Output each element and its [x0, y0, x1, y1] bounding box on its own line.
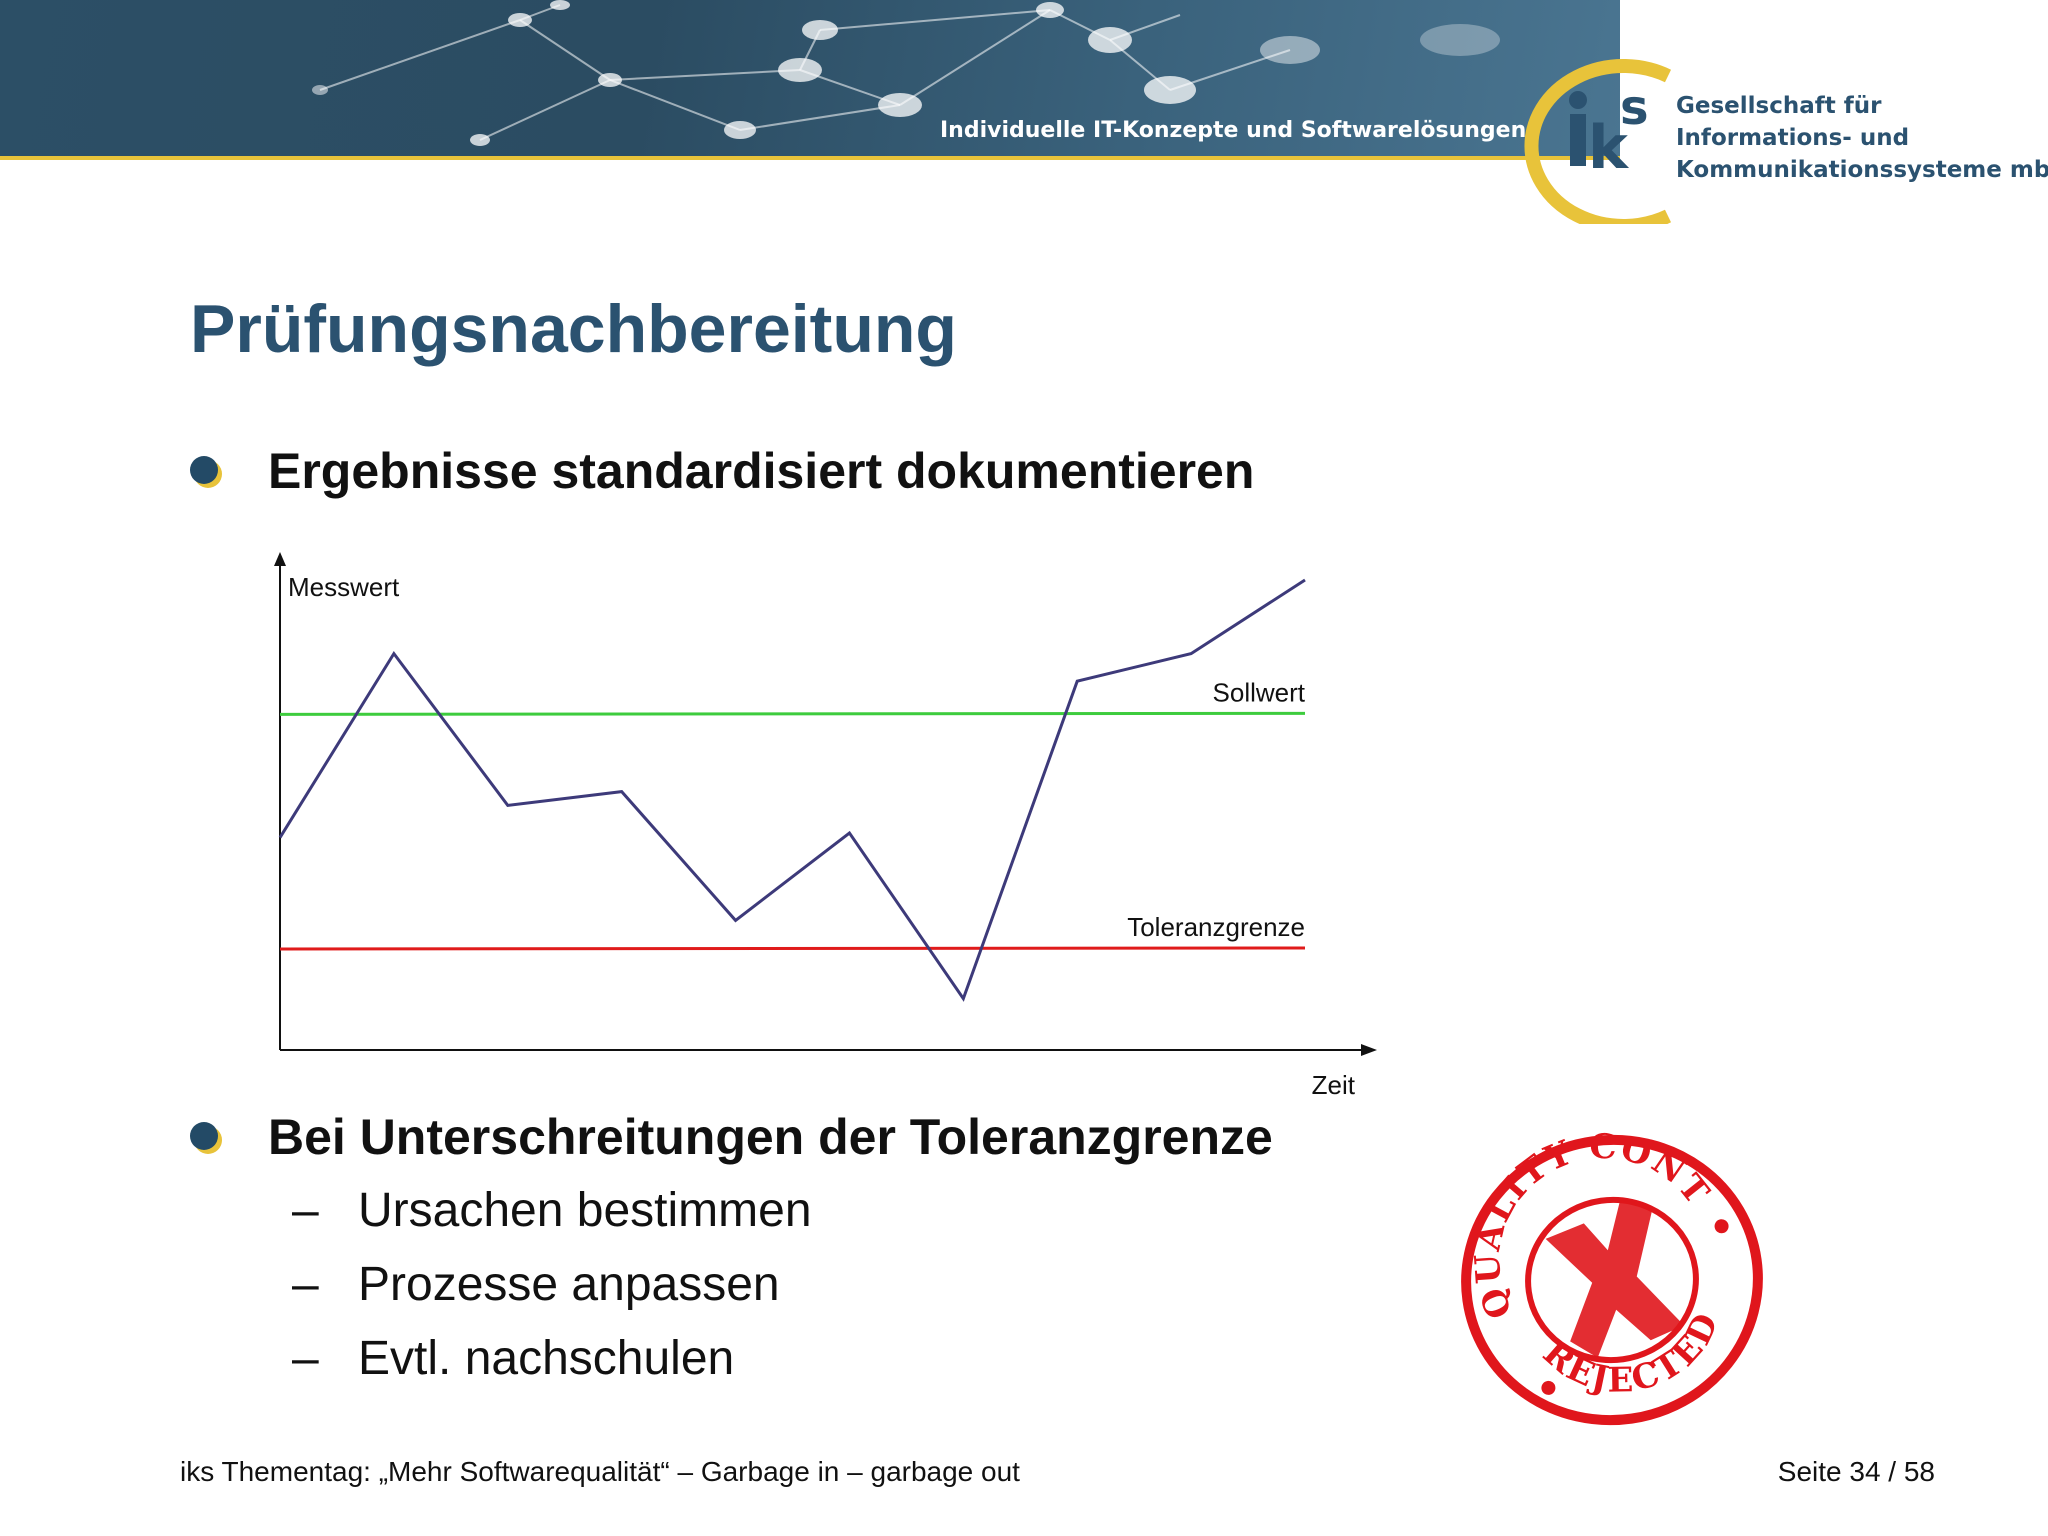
y-axis-label: Messwert [288, 572, 400, 602]
sub-bullet: – Prozesse anpassen [292, 1257, 780, 1312]
header-tagline: Individuelle IT-Konzepte und Softwarelös… [940, 118, 1527, 143]
page-number: Seite 34 / 58 [1777, 1456, 1935, 1487]
reference-line-label: Toleranzgrenze [1127, 912, 1305, 942]
series-line [278, 578, 1306, 1002]
reference-line-label: Sollwert [1213, 677, 1306, 707]
footer-text: iks Thementag: „Mehr Softwarequalität“ –… [180, 1456, 1020, 1487]
bullet-text: Ergebnisse standardisiert dokumentieren [268, 443, 1255, 499]
sub-bullet: – Evtl. nachschulen [292, 1331, 734, 1386]
iks-logo: k s [1564, 80, 1664, 183]
company-line: Informations- und [1676, 125, 1910, 151]
y-axis-arrow [274, 552, 286, 566]
reference-line [279, 946, 1306, 951]
logo-swoosh [1524, 59, 1672, 224]
x-axis-arrow [1361, 1044, 1377, 1056]
slide-title: Prüfungsnachbereitung [190, 291, 957, 367]
header-accent-line [0, 156, 1620, 160]
bullet-text: Bei Unterschreitungen der Toleranzgrenze [268, 1109, 1273, 1165]
dash: – [292, 1332, 319, 1385]
company-line: Gesellschaft für [1676, 93, 1882, 119]
svg-text:s: s [1620, 84, 1649, 136]
sub-bullet-text: Ursachen bestimmen [358, 1184, 812, 1237]
sub-bullet: – Ursachen bestimmen [292, 1183, 812, 1238]
x-axis-label: Zeit [1312, 1070, 1356, 1100]
header-banner: Individuelle IT-Konzepte und Softwarelös… [0, 0, 1620, 158]
quality-rejected-stamp: QUALITY CONTROL REJECTED [1452, 1130, 1763, 1426]
bullet-icon [190, 456, 224, 490]
network-graphic [312, 0, 1500, 146]
dash: – [292, 1184, 319, 1237]
company-name: Gesellschaft für Informations- und Kommu… [1676, 90, 2048, 186]
measurement-chart: Messwert Zeit Sollwert Toleranzgrenze [274, 552, 1377, 1100]
company-line: Kommunikationssysteme mbH [1676, 157, 2048, 183]
sub-bullet-text: Prozesse anpassen [358, 1258, 780, 1311]
bullet-icon [190, 1122, 224, 1156]
sub-bullet-text: Evtl. nachschulen [358, 1332, 735, 1385]
dash: – [292, 1258, 319, 1311]
svg-text:k: k [1588, 113, 1630, 176]
reference-line [279, 711, 1306, 716]
